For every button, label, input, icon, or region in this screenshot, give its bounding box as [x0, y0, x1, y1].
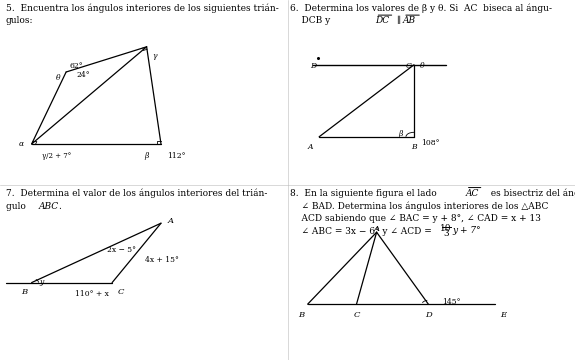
Text: DCB y: DCB y [290, 16, 336, 25]
Text: gulos:: gulos: [6, 16, 33, 25]
Text: 110° + x: 110° + x [75, 290, 109, 298]
Text: ACD sabiendo que ∠ BAC = y + 8°, ∠ CAD = x + 13: ACD sabiendo que ∠ BAC = y + 8°, ∠ CAD =… [290, 214, 541, 223]
Text: 3: 3 [443, 229, 449, 238]
Text: C: C [118, 288, 124, 296]
Text: 62°: 62° [69, 62, 83, 70]
Text: gulo: gulo [6, 202, 29, 211]
Text: 5.  Encuentra los ángulos interiores de los siguientes trián-: 5. Encuentra los ángulos interiores de l… [6, 4, 278, 13]
Text: 145°: 145° [442, 298, 461, 306]
Text: A: A [168, 217, 174, 225]
Text: es bisectriz del ángu-: es bisectriz del ángu- [485, 189, 575, 198]
Text: 2x − 5°: 2x − 5° [107, 246, 136, 254]
Text: E: E [500, 311, 507, 319]
Text: γ/2 + 7°: γ/2 + 7° [42, 152, 71, 160]
Text: C: C [405, 62, 411, 70]
Text: γ: γ [152, 52, 157, 60]
Text: ∠ ABC = 3x − 6° y ∠ ACD =: ∠ ABC = 3x − 6° y ∠ ACD = [290, 227, 435, 236]
Text: 112°: 112° [167, 152, 185, 160]
Text: 7.  Determina el valor de los ángulos interiores del trián-: 7. Determina el valor de los ángulos int… [6, 189, 267, 198]
Text: ∥: ∥ [396, 16, 400, 25]
Text: 4x + 15°: 4x + 15° [145, 256, 179, 264]
Text: 10: 10 [440, 224, 452, 233]
Text: B: B [21, 288, 28, 296]
Text: 108°: 108° [421, 139, 439, 147]
Text: α: α [19, 140, 24, 148]
Text: .: . [59, 202, 62, 211]
Text: B: B [298, 311, 305, 319]
Text: D: D [310, 62, 317, 70]
Text: A: A [374, 225, 380, 233]
Text: y + 7°: y + 7° [453, 226, 481, 235]
Text: DC: DC [375, 16, 390, 25]
Text: θ: θ [420, 62, 424, 70]
Text: 8.  En la siguiente figura el lado: 8. En la siguiente figura el lado [290, 189, 443, 198]
Text: ∠ BAD. Determina los ángulos interiores de los △ABC: ∠ BAD. Determina los ángulos interiores … [290, 202, 549, 211]
Text: B: B [411, 143, 417, 151]
Text: β: β [398, 130, 402, 138]
Text: C: C [353, 311, 360, 319]
Text: ABC: ABC [39, 202, 59, 211]
Text: β: β [144, 152, 148, 160]
Text: 6.  Determina los valores de β y θ. Si  AC  biseca al ángu-: 6. Determina los valores de β y θ. Si AC… [290, 4, 553, 13]
Text: AC: AC [466, 189, 479, 198]
Text: A: A [308, 143, 313, 151]
Text: y: y [40, 278, 44, 286]
Text: D: D [425, 311, 432, 319]
Text: 24°: 24° [76, 71, 90, 79]
Text: θ: θ [56, 74, 60, 82]
Text: AB: AB [403, 16, 416, 25]
